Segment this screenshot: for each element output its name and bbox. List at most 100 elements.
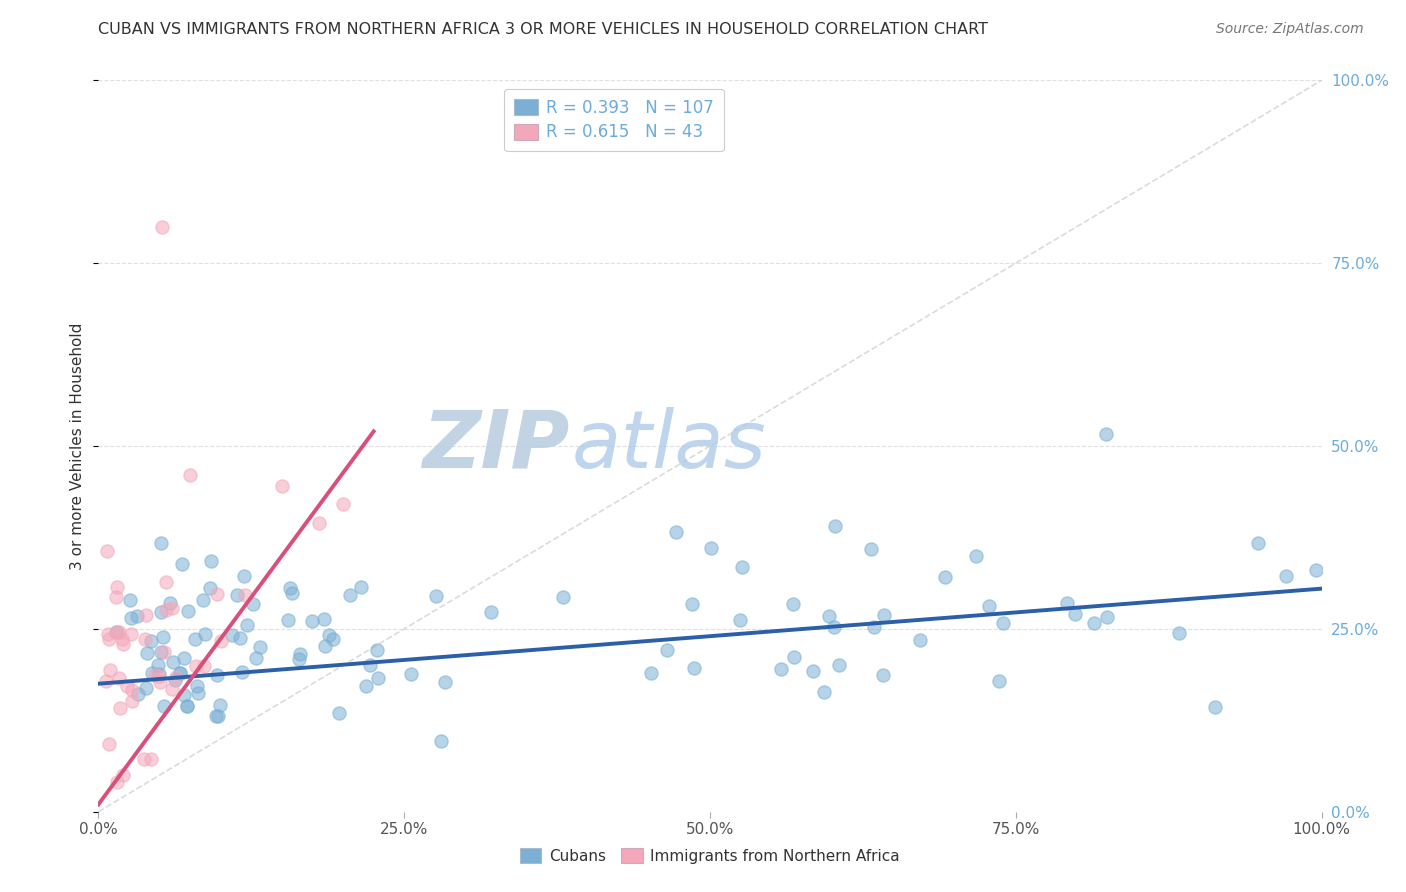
Point: [170, 558, 193, 572]
Point: [231, 665, 253, 679]
Point: [681, 597, 703, 611]
Point: [803, 665, 825, 679]
Point: [1274, 568, 1296, 582]
Point: [120, 611, 142, 625]
Y-axis label: 3 or more Vehicles in Household: 3 or more Vehicles in Household: [70, 322, 86, 570]
Point: [96, 544, 118, 558]
Point: [700, 541, 723, 555]
Point: [1204, 700, 1226, 714]
Point: [683, 661, 706, 675]
Text: Source: ZipAtlas.com: Source: ZipAtlas.com: [1216, 22, 1364, 37]
Point: [205, 708, 228, 723]
Point: [205, 668, 228, 682]
Point: [155, 575, 177, 590]
Point: [350, 580, 373, 594]
Point: [135, 681, 157, 696]
Point: [233, 588, 256, 602]
Point: [150, 219, 173, 234]
Point: [173, 689, 195, 703]
Point: [104, 590, 127, 604]
Point: [127, 687, 149, 701]
Point: [318, 628, 340, 642]
Point: [111, 637, 134, 651]
Point: [354, 679, 377, 693]
Point: [97, 737, 120, 751]
Point: [1167, 625, 1189, 640]
Text: atlas: atlas: [572, 407, 766, 485]
Point: [640, 666, 662, 681]
Point: [860, 541, 883, 556]
Point: [97, 627, 120, 641]
Point: [118, 592, 141, 607]
Point: [162, 656, 184, 670]
Point: [191, 592, 214, 607]
Point: [551, 591, 574, 605]
Point: [207, 708, 229, 723]
Point: [105, 624, 128, 639]
Point: [136, 646, 159, 660]
Point: [1083, 615, 1105, 630]
Point: [160, 600, 183, 615]
Point: [987, 673, 1010, 688]
Point: [149, 535, 172, 549]
Point: [141, 665, 163, 680]
Point: [425, 590, 447, 604]
Point: [728, 613, 751, 627]
Point: [872, 668, 894, 682]
Point: [979, 599, 1001, 613]
Point: [312, 612, 335, 626]
Point: [828, 658, 851, 673]
Point: [226, 588, 249, 602]
Point: [160, 681, 183, 696]
Point: [245, 651, 267, 665]
Point: [288, 647, 311, 661]
Point: [308, 516, 330, 530]
Point: [1063, 607, 1085, 622]
Point: [108, 701, 131, 715]
Point: [155, 603, 177, 617]
Point: [910, 632, 932, 647]
Point: [176, 699, 198, 714]
Point: [430, 734, 453, 748]
Point: [139, 752, 162, 766]
Point: [207, 587, 229, 601]
Point: [97, 632, 120, 646]
Point: [177, 604, 200, 618]
Point: [149, 605, 172, 619]
Point: [141, 634, 163, 648]
Point: [111, 632, 134, 646]
Text: ZIP: ZIP: [422, 407, 569, 485]
Point: [176, 699, 198, 714]
Point: [249, 640, 271, 655]
Point: [94, 673, 117, 688]
Point: [187, 686, 209, 700]
Point: [148, 657, 170, 672]
Point: [277, 613, 299, 627]
Point: [135, 607, 157, 622]
Point: [193, 659, 215, 673]
Point: [934, 570, 956, 584]
Point: [655, 643, 678, 657]
Point: [322, 632, 344, 647]
Point: [1056, 596, 1078, 610]
Point: [159, 596, 181, 610]
Point: [236, 617, 259, 632]
Point: [152, 645, 174, 659]
Point: [813, 684, 835, 698]
Point: [184, 632, 207, 647]
Point: [270, 479, 294, 493]
Point: [314, 639, 336, 653]
Point: [152, 630, 174, 644]
Point: [200, 554, 222, 568]
Point: [359, 657, 381, 672]
Point: [200, 581, 222, 595]
Point: [108, 671, 131, 685]
Point: [242, 597, 264, 611]
Point: [731, 560, 754, 574]
Point: [121, 693, 143, 707]
Point: [823, 620, 845, 634]
Point: [179, 468, 201, 483]
Point: [107, 625, 129, 640]
Point: [233, 569, 256, 583]
Point: [366, 643, 388, 657]
